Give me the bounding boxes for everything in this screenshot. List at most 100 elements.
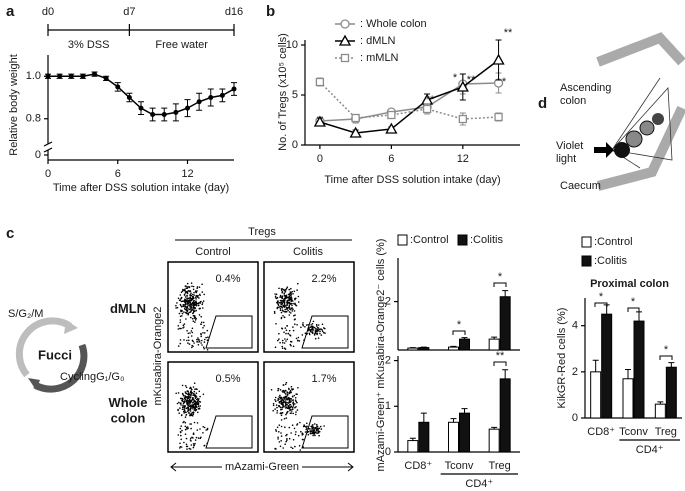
legend-label: : mMLN: [360, 52, 399, 64]
y-tick-label: 2: [385, 354, 391, 366]
cell-dot: [181, 309, 183, 312]
cell-dot: [291, 290, 294, 293]
cell-dot: [197, 403, 200, 405]
cell-dot: [296, 289, 298, 291]
cell-dot: [184, 288, 186, 291]
cell-dot: [281, 301, 283, 303]
axis-break: [43, 141, 53, 147]
flow-x-arrow: [170, 462, 354, 472]
cell-dot: [179, 303, 182, 306]
gate-percent: 1.7%: [311, 373, 336, 385]
cell-dot: [178, 312, 181, 315]
cell-dot: [286, 303, 288, 306]
cell-dot: [175, 304, 177, 307]
x-tick-label: Tconv: [619, 426, 648, 438]
cell-dot: [286, 438, 288, 440]
cell-dot: [295, 337, 298, 340]
cell-dot: [190, 395, 192, 397]
cell-dot: [190, 309, 192, 312]
cell-dot: [188, 447, 191, 450]
cell-dot: [295, 413, 297, 416]
cell-dot: [297, 339, 299, 342]
cell-dot: [299, 449, 302, 451]
marker: [422, 104, 432, 114]
cell-dot: [179, 299, 181, 302]
cell-dot: [197, 437, 200, 439]
cell-dot: [201, 344, 203, 346]
cell-dot: [294, 406, 296, 409]
cell-dot: [193, 382, 196, 385]
y-tick-label: 4: [572, 320, 578, 332]
cell-dot: [294, 433, 297, 436]
cell-dot: [206, 329, 209, 332]
cell-dot: [192, 408, 194, 410]
significance: *: [599, 291, 604, 303]
cell-dot: [190, 437, 192, 440]
cell-dot: [321, 330, 324, 333]
cell-dot: [183, 294, 186, 296]
cell-dot: [202, 426, 204, 428]
cell-dot: [192, 304, 194, 306]
cell-dot: [181, 312, 184, 315]
cell-dot: [193, 444, 196, 446]
cell-dot: [200, 323, 202, 325]
cell-dot: [204, 338, 206, 341]
cell-dot: [292, 345, 295, 348]
cell-dot: [288, 397, 291, 400]
cell-dot: [193, 309, 195, 312]
cell-dot: [189, 396, 192, 399]
marker: [387, 110, 396, 120]
cell-dot: [313, 326, 316, 329]
cell-dot: [201, 339, 203, 342]
cell-dot: [288, 426, 291, 429]
cell-dot: [187, 393, 189, 395]
cell-dot: [275, 400, 277, 403]
cell-dot: [186, 306, 188, 309]
flow-y-label: mKusabira-Orange2: [152, 306, 164, 405]
cell-dot: [184, 290, 187, 292]
flow-x-label: mAzami-Green: [225, 461, 299, 473]
cell-dot: [291, 310, 294, 312]
cell-dot: [196, 403, 198, 406]
significance-bracket: [493, 361, 507, 366]
cell-dot: [304, 431, 307, 433]
cell-dot: [186, 448, 188, 450]
cell-dot: [286, 397, 288, 399]
marker: [80, 73, 86, 79]
cell-dot: [323, 425, 325, 427]
flow-column: Control: [195, 246, 230, 258]
cell-dot: [188, 297, 191, 299]
cell-dot: [196, 286, 199, 288]
significance: *: [498, 271, 503, 283]
marker: [126, 95, 132, 100]
cell-dot: [177, 297, 180, 300]
cell-dot: [316, 325, 318, 327]
cell-dot: [285, 440, 288, 443]
panel-label: d: [538, 95, 547, 112]
cell-dot: [283, 342, 286, 344]
cell-dot: [179, 427, 182, 430]
cell-dot: [297, 434, 300, 437]
cell-dot: [283, 297, 286, 300]
cell-dot: [179, 402, 182, 405]
cell-dot: [291, 424, 294, 427]
cell-dot: [288, 288, 291, 291]
cell-dot: [192, 413, 195, 416]
cell-dot: [283, 303, 286, 306]
cell-dot: [199, 395, 201, 398]
cell-dot: [302, 324, 305, 327]
marker: [458, 114, 467, 124]
y-tick-label: 1: [385, 400, 391, 412]
cell-dot: [294, 403, 296, 405]
flow-row: Whole colon: [109, 395, 148, 426]
cell-dot: [281, 297, 283, 300]
colon-wall: [596, 105, 685, 191]
cell-dot: [297, 301, 300, 303]
cell-dot: [286, 393, 289, 395]
cell-dot: [184, 397, 186, 400]
cell-dot: [192, 443, 195, 445]
cell-dot: [190, 303, 192, 306]
cell-dot: [288, 301, 290, 304]
cell-dot: [201, 303, 203, 306]
cell-dot: [289, 403, 291, 406]
